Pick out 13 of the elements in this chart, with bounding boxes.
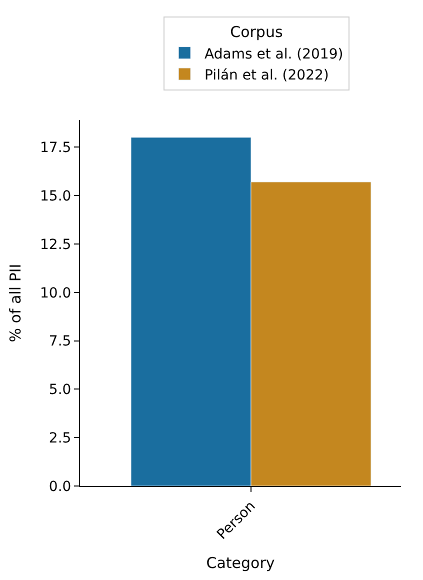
- y-tick-label: 0.0: [48, 478, 72, 495]
- y-tick-label: 5.0: [48, 382, 72, 398]
- y-tick-label: 15.0: [40, 188, 72, 204]
- y-tick-label: 10.0: [40, 285, 72, 302]
- y-axis-title: % of all PII: [6, 264, 24, 342]
- y-tick-label: 2.5: [48, 430, 72, 446]
- x-axis-title: Category: [206, 554, 275, 572]
- y-tick-label: 12.5: [40, 236, 72, 253]
- legend-label: Pilán et al. (2022): [204, 67, 329, 84]
- legend-label: Adams et al. (2019): [204, 46, 344, 62]
- legend-title: Corpus: [230, 23, 283, 42]
- y-tick-label: 17.5: [40, 140, 72, 156]
- y-tick-label: 7.5: [48, 334, 72, 350]
